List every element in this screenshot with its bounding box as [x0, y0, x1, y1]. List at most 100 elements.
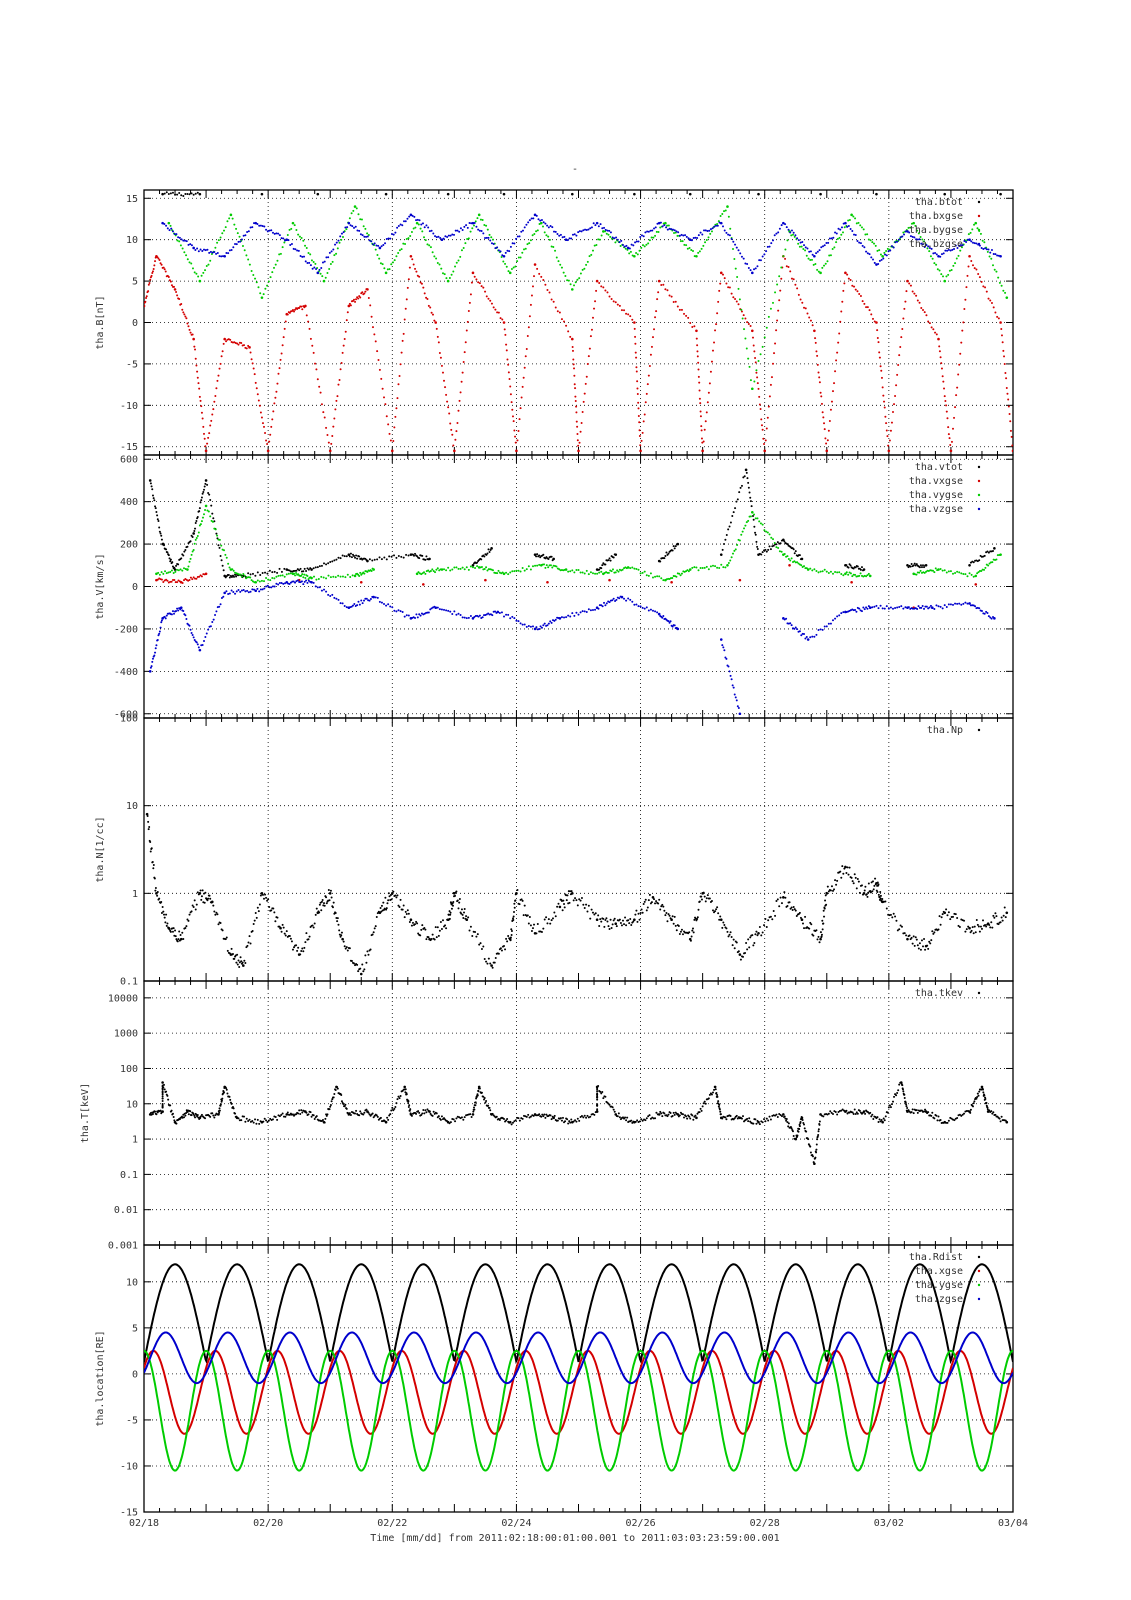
data-point: [731, 515, 734, 518]
data-point: [598, 281, 601, 284]
data-point: [208, 432, 211, 435]
data-point: [798, 630, 801, 633]
data-point: [348, 555, 351, 558]
data-point: [569, 335, 572, 338]
data-point: [359, 233, 362, 236]
data-point: [292, 580, 295, 583]
data-point: [831, 247, 834, 250]
data-point: [623, 597, 626, 600]
data-point: [881, 254, 884, 258]
data-point: [148, 479, 152, 482]
data-point: [965, 928, 968, 931]
data-point: [834, 370, 837, 373]
data-point: [722, 566, 725, 569]
data-point: [415, 270, 418, 273]
data-point: [374, 925, 377, 928]
data-point: [563, 616, 566, 619]
data-point: [305, 569, 308, 572]
data-point: [212, 618, 215, 621]
data-point: [303, 580, 306, 583]
data-point: [486, 228, 489, 231]
data-point: [818, 376, 821, 379]
data-point: [427, 569, 430, 572]
data-point: [180, 557, 183, 560]
data-point: [182, 195, 185, 198]
data-point: [868, 606, 872, 610]
data-point: [173, 285, 176, 288]
data-point: [724, 656, 727, 659]
data-point: [188, 913, 191, 916]
data-point: [459, 567, 462, 570]
data-point: [357, 297, 360, 300]
data-point: [323, 416, 326, 419]
data-point: [305, 314, 308, 317]
data-point: [964, 298, 967, 301]
data-point: [200, 499, 203, 502]
data-point: [209, 625, 212, 628]
data-point: [203, 901, 206, 904]
data-point: [640, 246, 643, 249]
data-point: [310, 580, 313, 584]
data-point: [759, 407, 762, 410]
data-point: [550, 298, 553, 301]
data-point: [271, 271, 274, 274]
data-point: [535, 555, 538, 558]
data-point: [919, 236, 922, 239]
data-point: [325, 1114, 328, 1117]
data-point: [478, 282, 481, 285]
data-point: [242, 572, 245, 575]
data-point: [486, 552, 489, 555]
data-point: [713, 225, 716, 228]
data-point: [427, 936, 430, 939]
data-point: [284, 1115, 287, 1118]
data-point: [919, 948, 922, 951]
data-point: [798, 911, 801, 914]
data-point: [315, 268, 318, 271]
data-point: [242, 588, 245, 591]
data-point: [244, 1120, 247, 1123]
data-point: [607, 233, 610, 236]
data-point: [721, 273, 724, 276]
data-point: [197, 531, 200, 534]
data-point: [690, 935, 693, 938]
data-point: [198, 395, 201, 398]
data-point: [277, 583, 280, 586]
data-point: [939, 255, 942, 258]
data-point: [616, 569, 619, 572]
data-point: [847, 277, 850, 280]
data-point: [461, 228, 464, 231]
data-point: [306, 567, 309, 570]
data-point: [169, 930, 172, 933]
data-point: [576, 425, 579, 428]
data-point: [276, 571, 279, 574]
data-point: [194, 357, 197, 360]
data-point: [370, 570, 373, 573]
data-point: [249, 351, 252, 354]
data-point: [411, 214, 414, 217]
data-point: [790, 234, 793, 237]
data-point: [999, 921, 1002, 924]
data-point: [312, 926, 315, 929]
data-point: [586, 260, 589, 263]
data-point: [469, 230, 472, 233]
data-point: [977, 272, 980, 275]
data-point: [574, 387, 577, 390]
data-point: [320, 900, 323, 903]
data-point: [540, 930, 543, 933]
data-point: [800, 634, 803, 637]
data-point: [471, 563, 475, 567]
data-point: [700, 425, 703, 428]
data-point: [171, 1112, 174, 1115]
data-point: [671, 549, 674, 552]
data-point: [744, 952, 747, 955]
data-point: [730, 556, 733, 559]
data-point: [179, 244, 182, 247]
data-point: [769, 307, 772, 310]
data-point: [986, 612, 989, 615]
data-point: [300, 580, 303, 583]
data-point: [224, 553, 227, 556]
data-point: [990, 921, 993, 924]
data-point: [465, 617, 468, 620]
data-point: [614, 241, 617, 244]
data-point: [214, 528, 217, 531]
